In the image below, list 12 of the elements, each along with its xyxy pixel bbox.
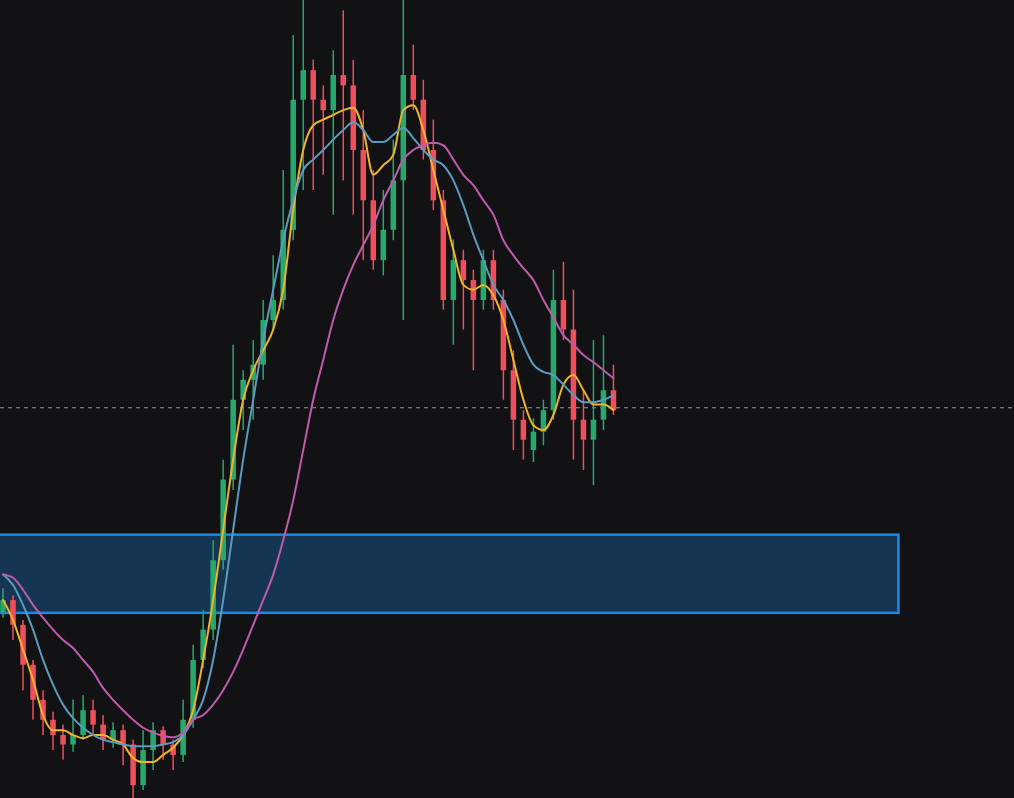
candlestick [60,723,66,761]
candlestick [580,389,587,471]
candlestick [70,699,76,753]
candlestick [270,254,276,331]
candlestick [90,699,96,736]
candlestick [520,409,527,461]
candlestick [120,723,126,767]
candlestick [0,587,6,619]
candlestick [590,339,597,486]
candlestick [110,721,116,749]
candlestick [50,711,56,751]
candlestick [320,84,326,176]
